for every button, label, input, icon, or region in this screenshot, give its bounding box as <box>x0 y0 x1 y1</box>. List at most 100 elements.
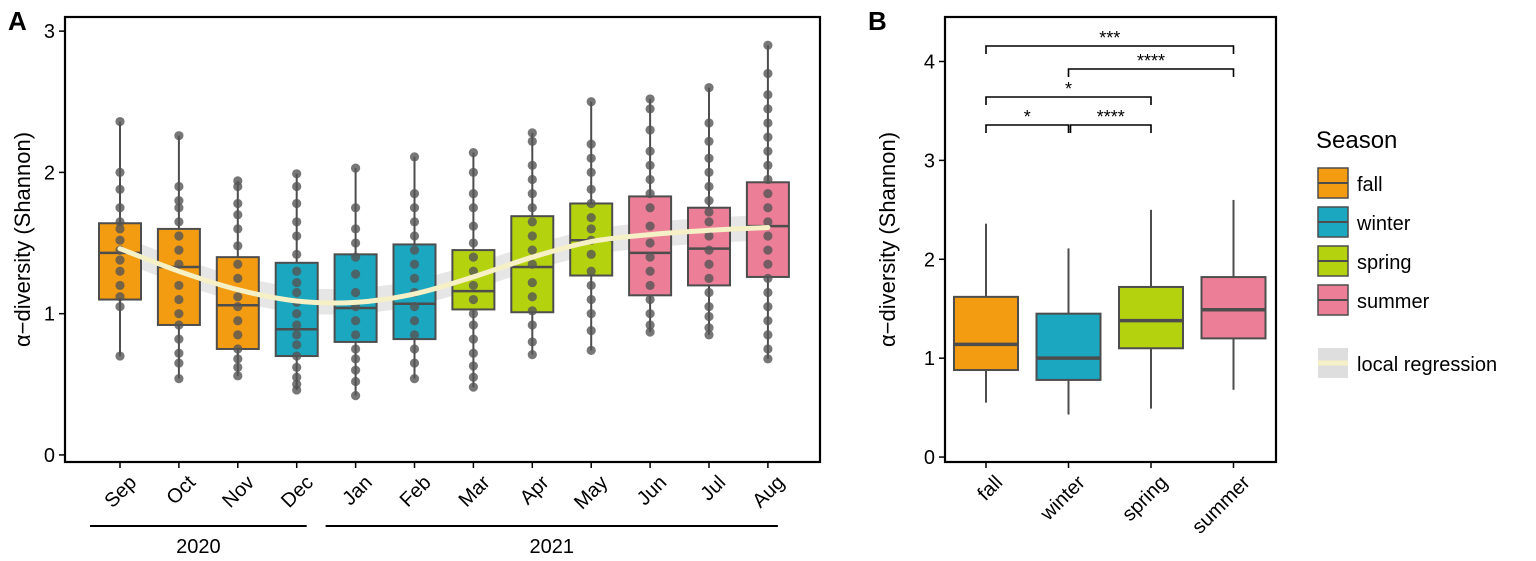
data-point-jul-17 <box>704 83 714 93</box>
data-point-nov-4 <box>233 330 243 340</box>
data-point-aug-19 <box>763 90 773 100</box>
data-point-may-11 <box>586 184 596 194</box>
data-point-jun-0 <box>645 327 655 337</box>
data-point-feb-10 <box>409 231 420 241</box>
data-point-may-8 <box>586 224 596 234</box>
data-point-mar-14 <box>468 188 478 199</box>
legend-items: fall winter spring summer <box>1317 167 1430 316</box>
data-point-jan-8 <box>351 287 361 298</box>
legend-label-spring: spring <box>1357 252 1411 274</box>
data-point-oct-0 <box>174 374 184 384</box>
data-point-nov-0 <box>233 371 243 381</box>
data-point-aug-21 <box>763 40 773 50</box>
data-point-jul-11 <box>704 196 714 206</box>
data-point-apr-14 <box>527 136 537 146</box>
panel-b-whiskers <box>985 199 1235 415</box>
data-point-sep-13 <box>115 116 125 127</box>
data-point-nov-5 <box>233 316 243 326</box>
data-point-aug-20 <box>763 68 773 79</box>
data-point-mar-4 <box>468 334 478 344</box>
panel-label-b: B <box>868 6 887 36</box>
data-point-jul-12 <box>704 181 714 192</box>
data-point-feb-5 <box>409 302 420 312</box>
x-tick-label-sep: Sep <box>100 472 141 513</box>
data-point-may-10 <box>586 198 596 209</box>
data-point-sep-0 <box>115 351 125 361</box>
data-point-jan-6 <box>351 316 361 326</box>
y-tick-label-a-1: 1 <box>44 304 55 326</box>
data-point-oct-14 <box>174 181 184 192</box>
data-point-feb-12 <box>409 203 420 213</box>
data-point-aug-3 <box>763 316 773 326</box>
data-point-nov-2 <box>233 354 243 364</box>
x-tick-label-dec: Dec <box>277 472 318 513</box>
data-point-jun-3 <box>645 294 655 305</box>
year-label-2021: 2021 <box>530 536 575 558</box>
x-tick-label-aug: Aug <box>748 472 789 513</box>
x-tick-label-mar: Mar <box>455 471 495 511</box>
data-point-jan-10 <box>351 252 361 262</box>
data-point-mar-2 <box>468 361 478 371</box>
data-point-mar-0 <box>468 382 478 392</box>
data-point-jun-10 <box>645 188 655 199</box>
significance-bracket-winter-spring <box>1069 124 1152 133</box>
year-label-2020: 2020 <box>176 536 221 558</box>
data-point-may-0 <box>586 345 596 355</box>
data-point-may-15 <box>586 97 596 107</box>
data-point-feb-7 <box>409 273 420 283</box>
data-point-jul-6 <box>704 259 714 269</box>
data-point-feb-4 <box>409 316 420 326</box>
data-point-feb-0 <box>409 374 420 384</box>
data-point-jan-3 <box>351 354 361 364</box>
x-tick-label-summer: summer <box>1188 471 1255 538</box>
y-tick-label-b-2: 2 <box>924 249 935 271</box>
data-point-mar-16 <box>468 148 478 158</box>
panel-a-chart: 0 1 2 3 Sep Oct Nov Dec Jan Feb Mar Apr May Jun Jul Aug… <box>10 15 822 558</box>
data-point-jun-2 <box>645 309 655 319</box>
data-point-sep-2 <box>115 292 125 302</box>
data-point-apr-7 <box>527 245 537 255</box>
data-point-sep-9 <box>115 217 125 227</box>
x-tick-label-jul: Jul <box>697 472 731 506</box>
data-point-aug-8 <box>763 245 773 255</box>
data-point-nov-1 <box>233 362 243 372</box>
data-point-mar-1 <box>468 372 478 382</box>
panel-a-frame <box>63 15 822 464</box>
box-fall <box>953 295 1019 372</box>
data-point-apr-1 <box>527 337 537 347</box>
data-point-dec-1 <box>292 379 302 389</box>
data-point-oct-2 <box>174 348 184 358</box>
data-point-jul-7 <box>704 245 714 255</box>
loess-curve <box>117 225 771 306</box>
legend-title: Season <box>1316 127 1397 154</box>
data-point-apr-8 <box>527 231 537 241</box>
data-point-jun-8 <box>645 221 655 231</box>
x-tick-label-may: May <box>570 472 612 514</box>
data-point-oct-5 <box>174 309 184 319</box>
box-jan <box>333 253 378 343</box>
data-point-jul-8 <box>704 231 714 241</box>
legend: Season fall winter spring summer local regr… <box>1316 127 1497 378</box>
data-point-oct-15 <box>174 131 184 141</box>
data-point-aug-4 <box>763 302 773 312</box>
data-point-jan-11 <box>351 238 361 248</box>
panel-a-boxes <box>98 181 790 358</box>
x-tick-label-apr: Apr <box>516 471 554 509</box>
data-point-jun-5 <box>645 266 655 276</box>
data-point-aug-17 <box>763 118 773 128</box>
panel-b-y-axis-title: α−diversity (Shannon) <box>875 132 900 347</box>
data-point-jan-12 <box>351 224 361 234</box>
data-point-jul-13 <box>704 167 714 177</box>
data-point-feb-9 <box>409 245 420 255</box>
significance-label-fall-summer: *** <box>1099 28 1120 48</box>
data-point-jun-4 <box>645 280 655 291</box>
y-tick-label-b-0: 0 <box>924 447 935 469</box>
significance-bracket-fall-spring <box>985 96 1152 105</box>
data-point-feb-1 <box>409 358 420 368</box>
data-point-may-1 <box>586 326 596 336</box>
data-point-apr-4 <box>527 292 537 302</box>
box-summer <box>1200 276 1267 340</box>
data-point-sep-5 <box>115 255 125 265</box>
data-point-aug-14 <box>763 160 773 170</box>
